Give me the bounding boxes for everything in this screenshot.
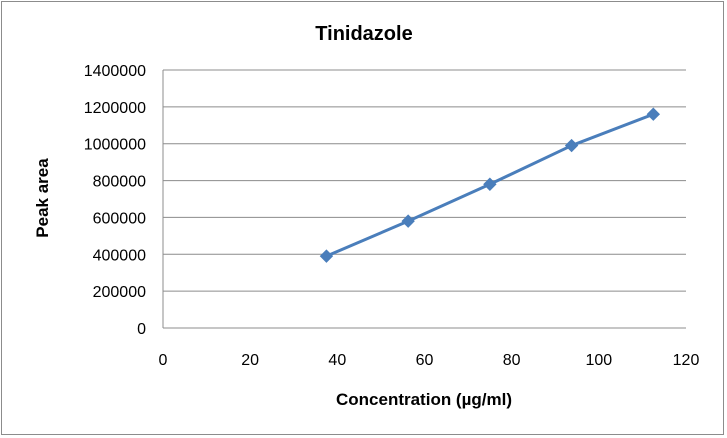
chart-title: Tinidazole	[315, 23, 412, 45]
data-point-marker-1	[401, 214, 415, 228]
y-tick-label-4: 800000	[93, 174, 146, 191]
data-point-marker-3	[564, 138, 579, 153]
x-tick-label-4: 80	[503, 352, 521, 369]
x-tick-label-0: 0	[159, 352, 168, 369]
y-tick-label-3: 600000	[93, 210, 146, 227]
y-tick-label-6: 1200000	[84, 100, 146, 117]
y-axis-title: Peak area	[33, 158, 52, 238]
x-axis-title: Concentration (µg/ml)	[336, 390, 512, 409]
y-tick-labels: 0 200000 400000 600000 800000 1000000 1200000 1…	[84, 63, 146, 338]
x-tick-label-3: 60	[416, 352, 434, 369]
y-tick-label-5: 1000000	[84, 137, 146, 154]
gridlines	[162, 69, 686, 329]
y-tick-label-7: 1400000	[84, 63, 146, 80]
data-point-marker-2	[483, 177, 497, 191]
x-tick-label-6: 120	[673, 352, 700, 369]
y-tick-label-0: 0	[137, 321, 146, 338]
y-tick-label-1: 200000	[93, 284, 146, 301]
x-tick-label-5: 100	[585, 352, 612, 369]
data-point-marker-4	[646, 107, 661, 121]
data-series	[319, 107, 661, 263]
x-tick-label-1: 20	[241, 352, 259, 369]
x-tick-label-2: 40	[328, 352, 346, 369]
data-point-marker-0	[319, 249, 334, 263]
x-tick-labels: 0 20 40 60 80 100 120	[159, 352, 700, 369]
y-tick-label-2: 400000	[93, 247, 146, 264]
